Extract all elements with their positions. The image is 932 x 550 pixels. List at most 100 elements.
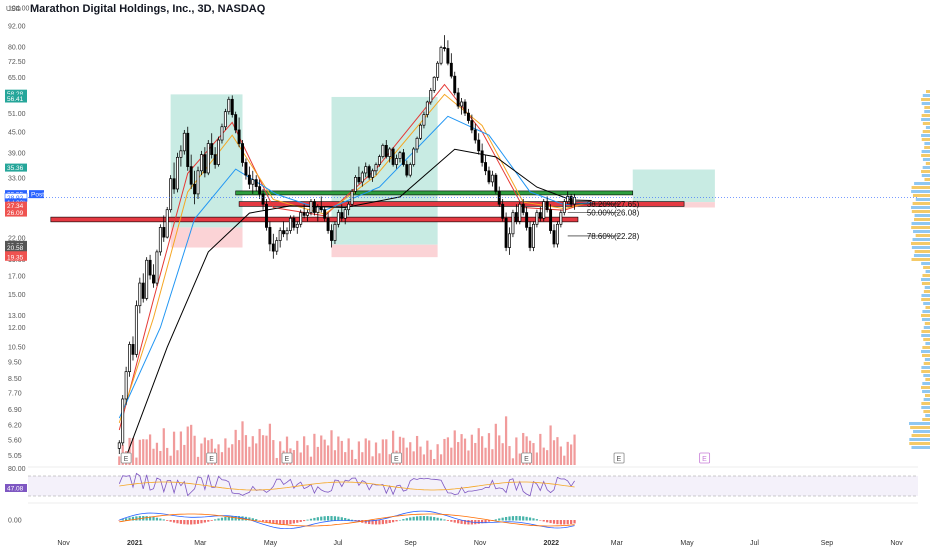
volume-bar [443, 438, 446, 465]
macd-hist-bar [292, 520, 295, 524]
profile-bar [923, 338, 930, 341]
candle-body [162, 227, 166, 238]
macd-hist-bar [484, 520, 487, 523]
profile-bar [914, 218, 930, 221]
earnings-label: E [209, 456, 214, 463]
ema-line [125, 148, 592, 458]
macd-hist-bar [556, 520, 559, 525]
profile-bar [911, 210, 930, 213]
currency-label: USD [6, 6, 21, 13]
candle-body [247, 174, 251, 185]
fib-levels: 38.20%(27.65)50.00%(26.08) 78.60%(22.28) [567, 200, 640, 241]
macd-hist-bar [272, 520, 275, 524]
y-tick-label: 17.00 [8, 273, 26, 280]
candle-body [532, 223, 535, 248]
profile-bar [911, 258, 930, 261]
macd-hist-bar [193, 520, 196, 525]
volume-bar [309, 456, 313, 465]
profile-bar [923, 302, 930, 305]
profile-bar [914, 182, 930, 185]
volume-bar [508, 446, 511, 465]
profile-bar [914, 250, 930, 253]
candle-body [549, 209, 553, 231]
profile-bar [925, 270, 930, 273]
candle-body [128, 344, 132, 373]
profile-bar [921, 370, 930, 373]
x-tick-label: 2021 [127, 540, 143, 547]
candle-body [217, 139, 221, 165]
volume-bars [118, 416, 576, 465]
candle-body [562, 201, 566, 213]
profile-bar [914, 214, 930, 217]
macd-hist-bar [419, 516, 422, 521]
macd-hist-bar [326, 516, 330, 521]
profile-bar [921, 318, 930, 321]
macd-hist-bar [433, 517, 436, 521]
volume-bar [166, 447, 169, 465]
volume-bar [148, 434, 152, 465]
macd-hist-bar [563, 520, 566, 525]
macd-hist-bar [337, 516, 340, 521]
macd-hist-bar [511, 516, 515, 521]
candle-body [405, 164, 409, 176]
candle-body [439, 47, 443, 64]
volume-bar [313, 433, 316, 465]
y-tick-label: 12.00 [8, 325, 26, 332]
candle-body [367, 166, 371, 178]
profile-bar [911, 222, 930, 225]
candle-body [463, 101, 467, 114]
volume-bar [525, 436, 528, 465]
green-level-zone [235, 190, 634, 196]
candle-body [545, 201, 549, 211]
candle-body [340, 212, 344, 219]
rsi-signal-line [119, 481, 575, 491]
profile-bar [921, 294, 930, 297]
macd-hist-bar [481, 520, 484, 524]
y-tick-label: 65.00 [8, 75, 26, 82]
candle-body [172, 178, 176, 190]
macd-hist-bar [392, 520, 395, 523]
x-tick-label: Nov [57, 540, 70, 547]
macd-hist-bar [498, 518, 501, 521]
profile-bar [909, 438, 930, 441]
earnings-icon [281, 452, 293, 464]
profile-bar [915, 198, 930, 201]
candle-body [521, 203, 525, 213]
candle-body [319, 206, 323, 211]
macd-hist-bar [159, 518, 162, 521]
volume-bar [368, 440, 371, 465]
volume-bar [261, 435, 265, 465]
x-tick-label: Jul [750, 540, 759, 547]
candle-body [377, 156, 381, 165]
macd-hist-bar [570, 520, 573, 524]
profile-bar [911, 446, 930, 449]
profile-bar [921, 134, 930, 137]
volume-bar [474, 442, 477, 465]
macd-hist-bar [443, 519, 446, 521]
volume-bar [128, 437, 131, 465]
candle-body [117, 442, 121, 449]
candle-body [395, 158, 399, 165]
volume-bar [190, 424, 193, 465]
long-box-stop [331, 244, 438, 258]
volume-bar [433, 458, 436, 465]
macd-hist-bar [231, 516, 234, 521]
volume-bar [559, 446, 562, 465]
profile-bar [921, 98, 930, 101]
macd-hist-bar [285, 520, 289, 525]
volume-bar [549, 425, 552, 465]
macd-hist-bar [426, 516, 429, 521]
profile-bar [921, 138, 930, 141]
macd-hist-bar [528, 517, 532, 521]
candle-body [538, 212, 542, 219]
volume-bar [415, 435, 419, 465]
candle-body [436, 62, 440, 78]
candle-body [124, 371, 128, 400]
candle-body [508, 233, 511, 248]
candle-body [196, 170, 200, 195]
candle-body [514, 212, 518, 222]
candle-body [490, 174, 494, 183]
candle-body [213, 154, 217, 165]
